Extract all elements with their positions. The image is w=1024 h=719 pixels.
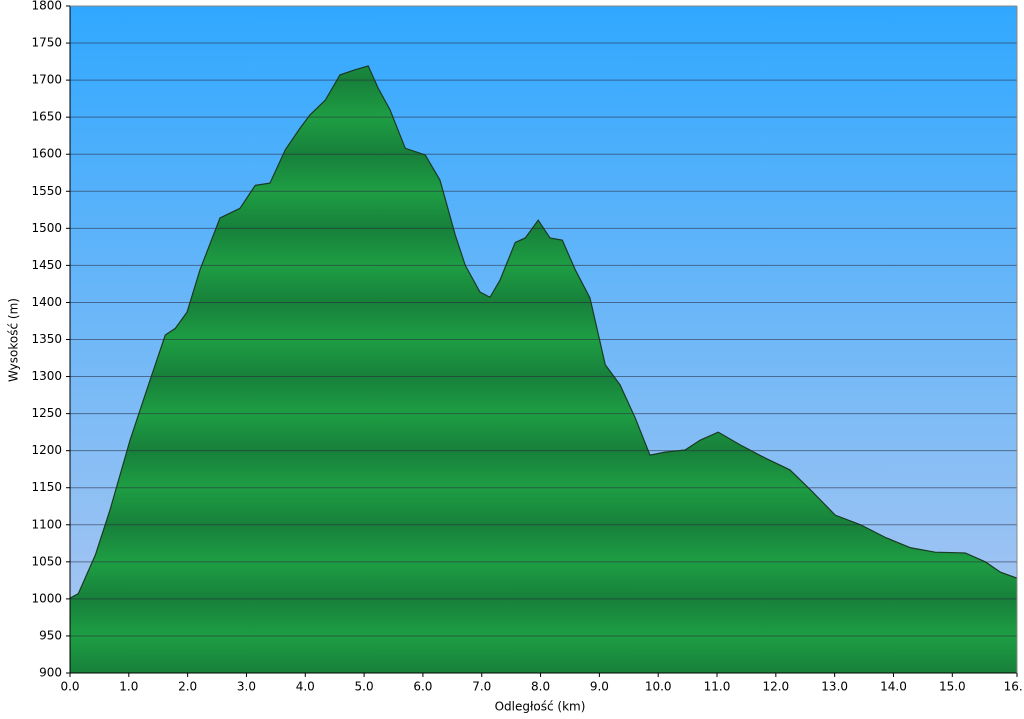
y-tick-label: 1750: [31, 36, 62, 50]
line: [69, 65, 1018, 599]
x-axis-label: Odległość (km): [495, 700, 586, 714]
y-tick-label: 1050: [31, 554, 62, 568]
x-tick-label: 7.0: [472, 680, 491, 694]
x-tick-label: 0.0: [60, 680, 79, 694]
x-tick-label: 10.0: [645, 680, 672, 694]
y-tick-label: 1250: [31, 406, 62, 420]
x-tick-label: 2.0: [178, 680, 197, 694]
x-tick-label: 12.0: [762, 680, 789, 694]
y-tick-label: 1800: [31, 0, 62, 13]
area: [70, 66, 1017, 673]
x-tick-label: 16.1: [1004, 680, 1024, 694]
y-tick-label: 1000: [31, 591, 62, 605]
y-tick-label: 1600: [31, 147, 62, 161]
y-axis-label: Wysokość (m): [7, 298, 21, 382]
x-tick-label: 4.0: [296, 680, 315, 694]
x-tick-label: 11.0: [704, 680, 731, 694]
y-tick-label: 1650: [31, 110, 62, 124]
y-tick-label: 950: [39, 628, 62, 642]
y-tick-label: 1400: [31, 295, 62, 309]
x-tick-label: 15.0: [939, 680, 966, 694]
x-tick-label: 9.0: [590, 680, 609, 694]
y-tick-label: 1300: [31, 369, 62, 383]
y-tick-label: 1150: [31, 480, 62, 494]
y-tick-label: 1200: [31, 443, 62, 457]
y-tick-label: 1100: [31, 517, 62, 531]
x-tick-label: 5.0: [355, 680, 374, 694]
x-tick-label: 3.0: [237, 680, 256, 694]
y-tick-label: 1500: [31, 221, 62, 235]
x-tick-label: 14.0: [880, 680, 907, 694]
y-tick-label: 900: [39, 666, 62, 680]
x-tick-label: 8.0: [531, 680, 550, 694]
y-tick-label: 1350: [31, 332, 62, 346]
x-tick-label: 13.0: [821, 680, 848, 694]
y-tick-label: 1450: [31, 258, 62, 272]
x-tick-label: 1.0: [119, 680, 138, 694]
x-tick-label: 6.0: [413, 680, 432, 694]
y-tick-label: 1550: [31, 184, 62, 198]
y-tick-label: 1700: [31, 73, 62, 87]
